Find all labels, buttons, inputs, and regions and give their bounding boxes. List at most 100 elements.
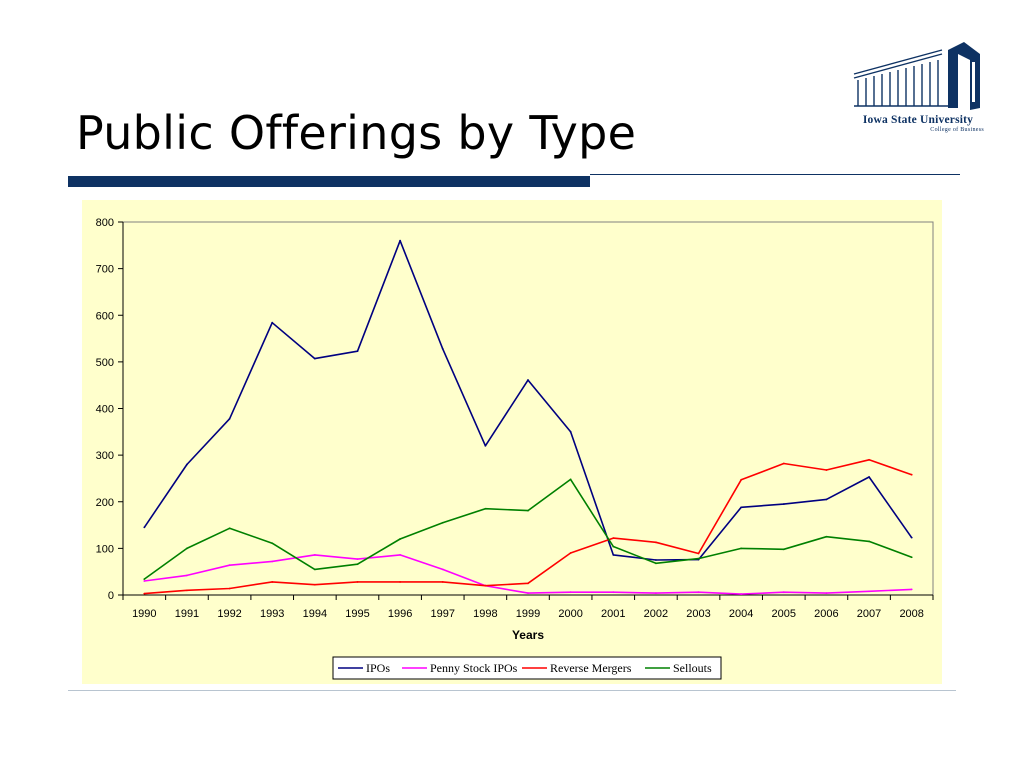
data-point-ipos [186,463,188,466]
data-point-reverse-mergers [527,582,529,585]
data-point-penny-stock-ipos [569,591,572,594]
data-point-sellouts [313,568,316,571]
data-point-sellouts [228,527,231,530]
data-point-ipos [527,379,529,381]
y-tick-label: 700 [96,264,114,276]
x-axis-title: Years [512,628,544,642]
data-point-ipos [569,430,572,433]
x-tick-label: 2001 [601,608,625,620]
x-tick-label: 2008 [899,608,923,620]
x-tick-label: 1996 [388,608,412,620]
data-point-ipos [356,350,359,353]
data-point-penny-stock-ipos [356,558,359,560]
x-tick-label: 2000 [558,608,582,620]
data-point-sellouts [612,545,615,548]
data-point-ipos [782,503,785,505]
data-point-reverse-mergers [356,581,359,583]
data-point-ipos [441,347,444,350]
y-tick-label: 400 [96,404,114,416]
data-point-sellouts [740,547,743,550]
line-chart: 0 100 200 300 400 500 600 700 800 1990 1991 1992 199… [82,200,942,684]
data-point-penny-stock-ipos [313,554,316,556]
legend-label-reverse-mergers: Reverse Mergers [550,661,632,675]
chart-legend: IPOs Penny Stock IPOs Reverse Mergers Sello… [332,656,722,680]
data-point-sellouts [825,535,828,538]
x-tick-label: 2004 [729,608,753,620]
data-point-sellouts [910,556,913,559]
university-logo-icon [853,42,980,110]
data-point-penny-stock-ipos [697,591,700,594]
y-tick-label: 500 [96,357,114,369]
data-point-ipos [612,554,615,556]
data-point-reverse-mergers [313,583,316,586]
data-point-sellouts [143,578,146,581]
logo-subtitle: College of Business [930,127,984,133]
y-tick-label: 200 [96,497,114,509]
x-tick-label: 1992 [217,608,241,620]
data-point-sellouts [484,507,487,510]
data-point-penny-stock-ipos [143,580,146,582]
data-point-ipos [825,498,828,501]
data-point-sellouts [271,542,274,545]
data-point-reverse-mergers [441,581,444,583]
x-tick-label: 1990 [132,608,156,620]
data-point-sellouts [569,478,572,481]
y-tick-label: 0 [108,590,114,602]
slide-title: Public Offerings by Type [76,106,637,160]
x-tick-label: 2005 [772,608,796,620]
y-tick-label: 800 [96,217,114,229]
data-point-reverse-mergers [399,581,402,583]
data-point-penny-stock-ipos [782,591,785,594]
data-point-penny-stock-ipos [527,592,529,595]
footer-rule-line [68,690,956,691]
legend-label-sellouts: Sellouts [673,661,712,675]
data-point-ipos [910,536,913,539]
data-point-penny-stock-ipos [910,588,913,591]
data-point-ipos [399,239,402,242]
data-point-ipos [313,357,316,360]
data-point-reverse-mergers [868,458,870,461]
data-point-reverse-mergers [186,589,188,592]
data-point-reverse-mergers [825,469,828,471]
data-point-reverse-mergers [612,537,615,540]
data-point-reverse-mergers [569,552,572,554]
data-point-penny-stock-ipos [740,593,743,595]
x-tick-label: 1994 [303,608,327,620]
legend-label-ipos: IPOs [366,661,390,675]
x-tick-label: 2007 [857,608,881,620]
data-point-reverse-mergers [484,584,487,587]
x-tick-label: 1999 [516,608,540,620]
data-point-reverse-mergers [697,552,700,555]
x-tick-label: 1991 [175,608,199,620]
data-point-reverse-mergers [143,592,146,595]
x-tick-label: 2002 [644,608,668,620]
legend-label-penny-stock-ipos: Penny Stock IPOs [430,661,518,675]
data-point-reverse-mergers [740,478,743,481]
data-point-reverse-mergers [271,581,274,583]
x-tick-label: 1995 [345,608,369,620]
data-point-sellouts [356,563,359,566]
data-point-ipos [868,476,870,478]
data-point-sellouts [868,540,870,543]
data-point-ipos [271,321,274,324]
x-tick-label: 2006 [814,608,838,620]
data-point-ipos [228,417,231,420]
data-point-penny-stock-ipos [612,591,615,594]
data-point-sellouts [782,548,785,551]
data-point-reverse-mergers [782,462,785,465]
x-tick-label: 1993 [260,608,284,620]
chart-area-background [82,200,942,684]
data-point-ipos [143,526,146,529]
data-point-penny-stock-ipos [654,592,657,595]
data-point-penny-stock-ipos [825,592,828,595]
data-point-sellouts [697,557,700,560]
data-point-penny-stock-ipos [441,568,444,571]
data-point-penny-stock-ipos [868,590,870,593]
data-point-penny-stock-ipos [186,574,188,577]
data-point-sellouts [186,547,188,550]
y-tick-label: 300 [96,450,114,462]
title-accent-bar [68,176,590,187]
data-point-sellouts [441,521,444,524]
data-point-sellouts [527,509,529,512]
data-point-reverse-mergers [910,473,913,476]
